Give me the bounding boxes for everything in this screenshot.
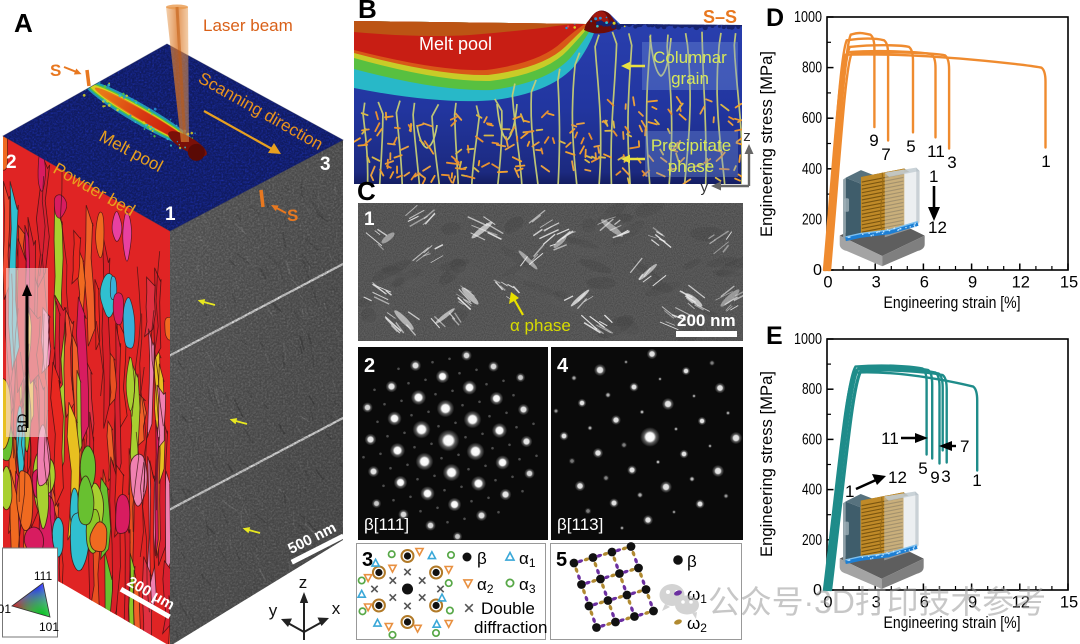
svg-text:5: 5 [918,459,927,478]
svg-text:E: E [766,322,783,350]
svg-text:6: 6 [920,274,929,292]
svg-text:600: 600 [802,110,822,127]
svg-text:6: 6 [920,594,929,612]
svg-text:1: 1 [1041,152,1050,171]
svg-text:Laser beam: Laser beam [203,16,293,35]
svg-text:3: 3 [872,594,881,612]
svg-text:3: 3 [362,549,373,571]
svg-text:1: 1 [364,209,375,230]
svg-text:15: 15 [1060,274,1078,292]
svg-text:diffraction: diffraction [474,618,547,637]
svg-text:Engineering stress [MPa]: Engineering stress [MPa] [758,51,776,237]
svg-text:α phase: α phase [510,316,571,335]
svg-text:β: β [687,552,697,571]
svg-text:3: 3 [947,153,956,172]
svg-text:0: 0 [823,594,832,612]
svg-text:Columnar: Columnar [653,48,727,67]
svg-text:4: 4 [557,355,569,377]
svg-text:1000: 1000 [794,331,822,348]
svg-text:Double: Double [481,599,535,618]
svg-text:z: z [743,128,751,145]
svg-text:12: 12 [928,218,947,237]
svg-text:200: 200 [802,532,822,549]
svg-text:101: 101 [39,620,59,634]
svg-text:Precipitate: Precipitate [651,136,731,155]
svg-text:2: 2 [6,152,17,173]
svg-text:1000: 1000 [794,9,822,26]
svg-text:β: β [477,549,487,568]
svg-text:12: 12 [1012,274,1030,292]
svg-text:Melt pool: Melt pool [419,34,492,54]
svg-text:600: 600 [802,431,822,448]
svg-text:001: 001 [0,602,11,616]
svg-text:公众号·3D打印技术参考: 公众号·3D打印技术参考 [708,584,1046,620]
svg-text:5: 5 [906,137,915,156]
svg-text:BD: BD [14,414,30,433]
svg-text:15: 15 [1060,594,1078,612]
svg-text:D: D [766,4,784,32]
svg-text:1: 1 [845,482,854,501]
svg-text:phase: phase [668,157,714,176]
svg-text:y: y [701,179,709,196]
svg-text:C: C [357,176,376,206]
svg-text:12: 12 [1012,594,1030,612]
svg-text:200 nm: 200 nm [677,311,736,330]
svg-text:7: 7 [881,145,890,164]
svg-text:grain: grain [671,69,709,88]
svg-text:0: 0 [823,274,832,292]
svg-text:Engineering stress [MPa]: Engineering stress [MPa] [758,371,776,557]
svg-text:9: 9 [968,274,977,292]
svg-text:S: S [50,61,61,80]
svg-text:3: 3 [872,274,881,292]
svg-text:400: 400 [802,482,822,499]
svg-text:9: 9 [968,594,977,612]
svg-text:2: 2 [364,355,375,377]
svg-text:7: 7 [960,437,969,456]
svg-text:111: 111 [34,569,53,583]
svg-text:S–S: S–S [703,7,737,27]
svg-text:A: A [14,8,33,38]
svg-text:200: 200 [802,211,822,228]
svg-text:y: y [269,601,278,620]
svg-text:1: 1 [165,204,176,225]
svg-text:B: B [358,0,377,24]
svg-text:β[113]: β[113] [557,515,603,534]
svg-text:9: 9 [869,131,878,150]
svg-text:11: 11 [881,429,899,448]
svg-text:3: 3 [320,154,331,175]
svg-text:800: 800 [802,381,822,398]
svg-text:5: 5 [556,549,567,571]
svg-text:1: 1 [929,167,938,186]
svg-text:S: S [287,206,298,225]
svg-text:1: 1 [972,471,981,490]
svg-text:0: 0 [813,582,822,599]
svg-text:9: 9 [930,468,939,487]
svg-text:β[111]: β[111] [364,515,409,534]
svg-text:3: 3 [941,467,950,486]
svg-text:800: 800 [802,60,822,77]
svg-text:Engineering strain [%]: Engineering strain [%] [884,294,1021,312]
svg-text:12: 12 [888,468,907,487]
svg-text:400: 400 [802,161,822,178]
svg-text:Engineering strain [%]: Engineering strain [%] [884,614,1021,632]
svg-text:0: 0 [813,262,822,279]
svg-text:z: z [299,573,308,592]
svg-text:11: 11 [927,142,945,161]
svg-text:x: x [332,599,341,618]
